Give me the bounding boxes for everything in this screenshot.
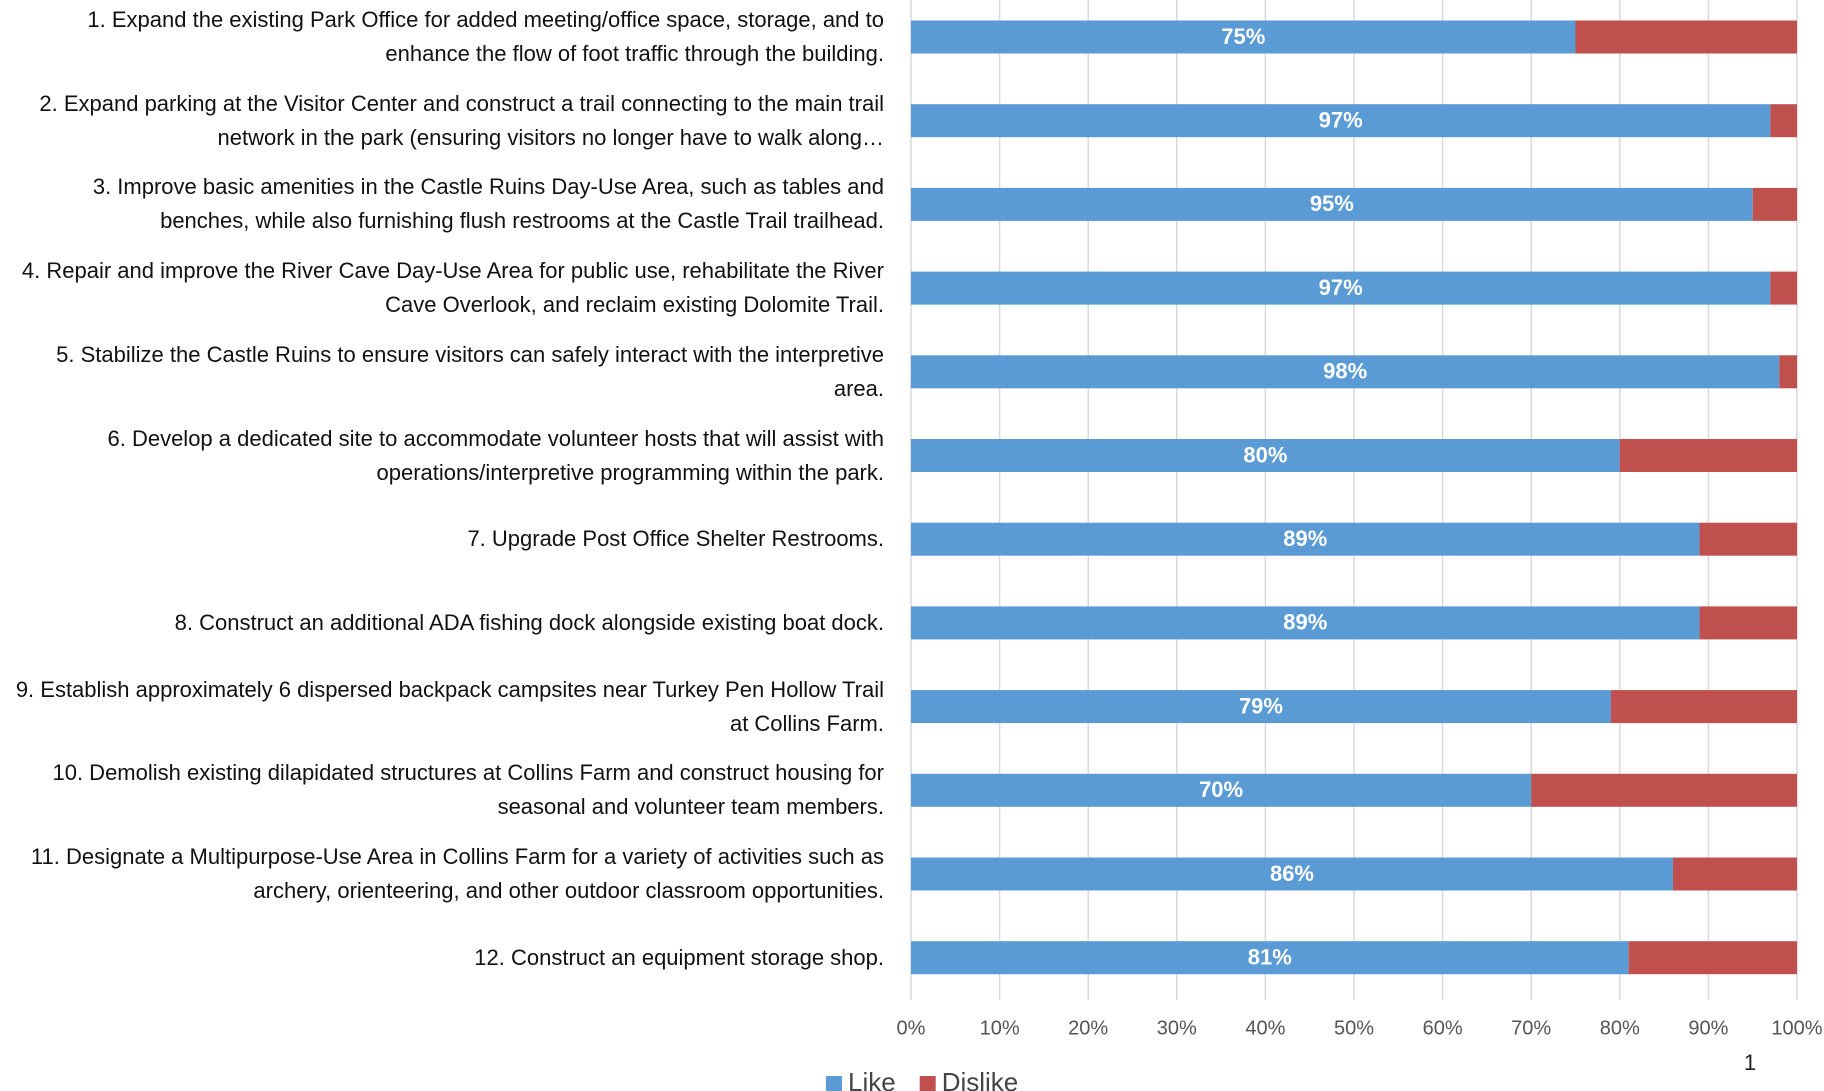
data-label: 89% — [1283, 610, 1327, 635]
legend-label: Dislike — [942, 1067, 1019, 1091]
bar-segment — [911, 104, 1771, 138]
category-label: 2. Expand parking at the Visitor Center … — [39, 90, 884, 150]
data-label: 98% — [1323, 359, 1367, 384]
bar-segment — [1779, 355, 1797, 389]
bar-segment — [911, 941, 1629, 975]
x-tick-label: 100% — [1771, 1017, 1822, 1039]
bar-segment — [1699, 606, 1797, 640]
bar-segment — [1770, 271, 1797, 305]
x-tick-label: 0% — [897, 1017, 926, 1039]
bar-segment — [1699, 522, 1797, 556]
bar-segment — [1531, 773, 1797, 807]
bar-segment — [1575, 20, 1797, 54]
page-number: 1 — [1744, 1050, 1756, 1075]
x-tick-label: 40% — [1245, 1017, 1285, 1039]
x-tick-label: 60% — [1423, 1017, 1463, 1039]
x-tick-label: 10% — [980, 1017, 1020, 1039]
legend-swatch — [919, 1076, 936, 1091]
category-label: 10. Demolish existing dilapidated struct… — [52, 760, 884, 820]
data-label: 79% — [1239, 693, 1283, 718]
category-label: 7. Upgrade Post Office Shelter Restrooms… — [467, 526, 884, 552]
bar-segment — [911, 439, 1620, 472]
data-label: 95% — [1310, 191, 1354, 216]
x-tick-label: 70% — [1511, 1017, 1551, 1039]
bar-segment — [911, 271, 1771, 305]
category-label: 4. Repair and improve the River Cave Day… — [21, 258, 884, 318]
bar-segment — [911, 773, 1532, 807]
legend-swatch — [826, 1076, 842, 1091]
category-label: 3. Improve basic amenities in the Castle… — [92, 174, 884, 234]
category-label: 12. Construct an equipment storage shop. — [474, 944, 884, 970]
data-label: 80% — [1243, 442, 1287, 467]
bar-segment — [911, 857, 1673, 891]
bar-segment — [911, 20, 1576, 54]
category-label: 11. Designate a Multipurpose-Use Area in… — [30, 844, 884, 903]
data-label: 97% — [1319, 275, 1363, 300]
data-label: 81% — [1248, 945, 1292, 970]
bar-segment — [911, 690, 1611, 724]
category-label: 8. Construct an additional ADA fishing d… — [174, 609, 884, 635]
category-label: 1. Expand the existing Park Office for a… — [87, 7, 884, 66]
category-label: 6. Develop a dedicated site to accommoda… — [107, 425, 884, 485]
x-tick-label: 80% — [1600, 1017, 1640, 1039]
data-label: 70% — [1199, 777, 1243, 802]
bar-segment — [911, 355, 1780, 389]
category-label: 9. Establish approximately 6 dispersed b… — [15, 676, 884, 736]
data-label: 75% — [1221, 24, 1265, 49]
category-label: 5. Stabilize the Castle Ruins to ensure … — [56, 341, 884, 401]
bar-segment — [1770, 104, 1797, 138]
x-tick-label: 30% — [1157, 1017, 1197, 1039]
bar-segment — [1672, 857, 1797, 891]
data-label: 97% — [1319, 108, 1363, 133]
x-tick-label: 50% — [1334, 1017, 1374, 1039]
bar-segment — [1610, 690, 1797, 724]
x-tick-label: 90% — [1688, 1017, 1728, 1039]
bar-segment — [1628, 941, 1797, 975]
data-label: 89% — [1283, 526, 1327, 551]
bar-segment — [1619, 439, 1797, 472]
bar-segment — [911, 187, 1753, 221]
legend-label: Like — [848, 1067, 896, 1091]
bar-segment — [911, 522, 1700, 556]
bar-segment — [1752, 187, 1797, 221]
bar-segment — [911, 606, 1700, 640]
x-tick-label: 20% — [1068, 1017, 1108, 1039]
data-label: 86% — [1270, 861, 1314, 886]
